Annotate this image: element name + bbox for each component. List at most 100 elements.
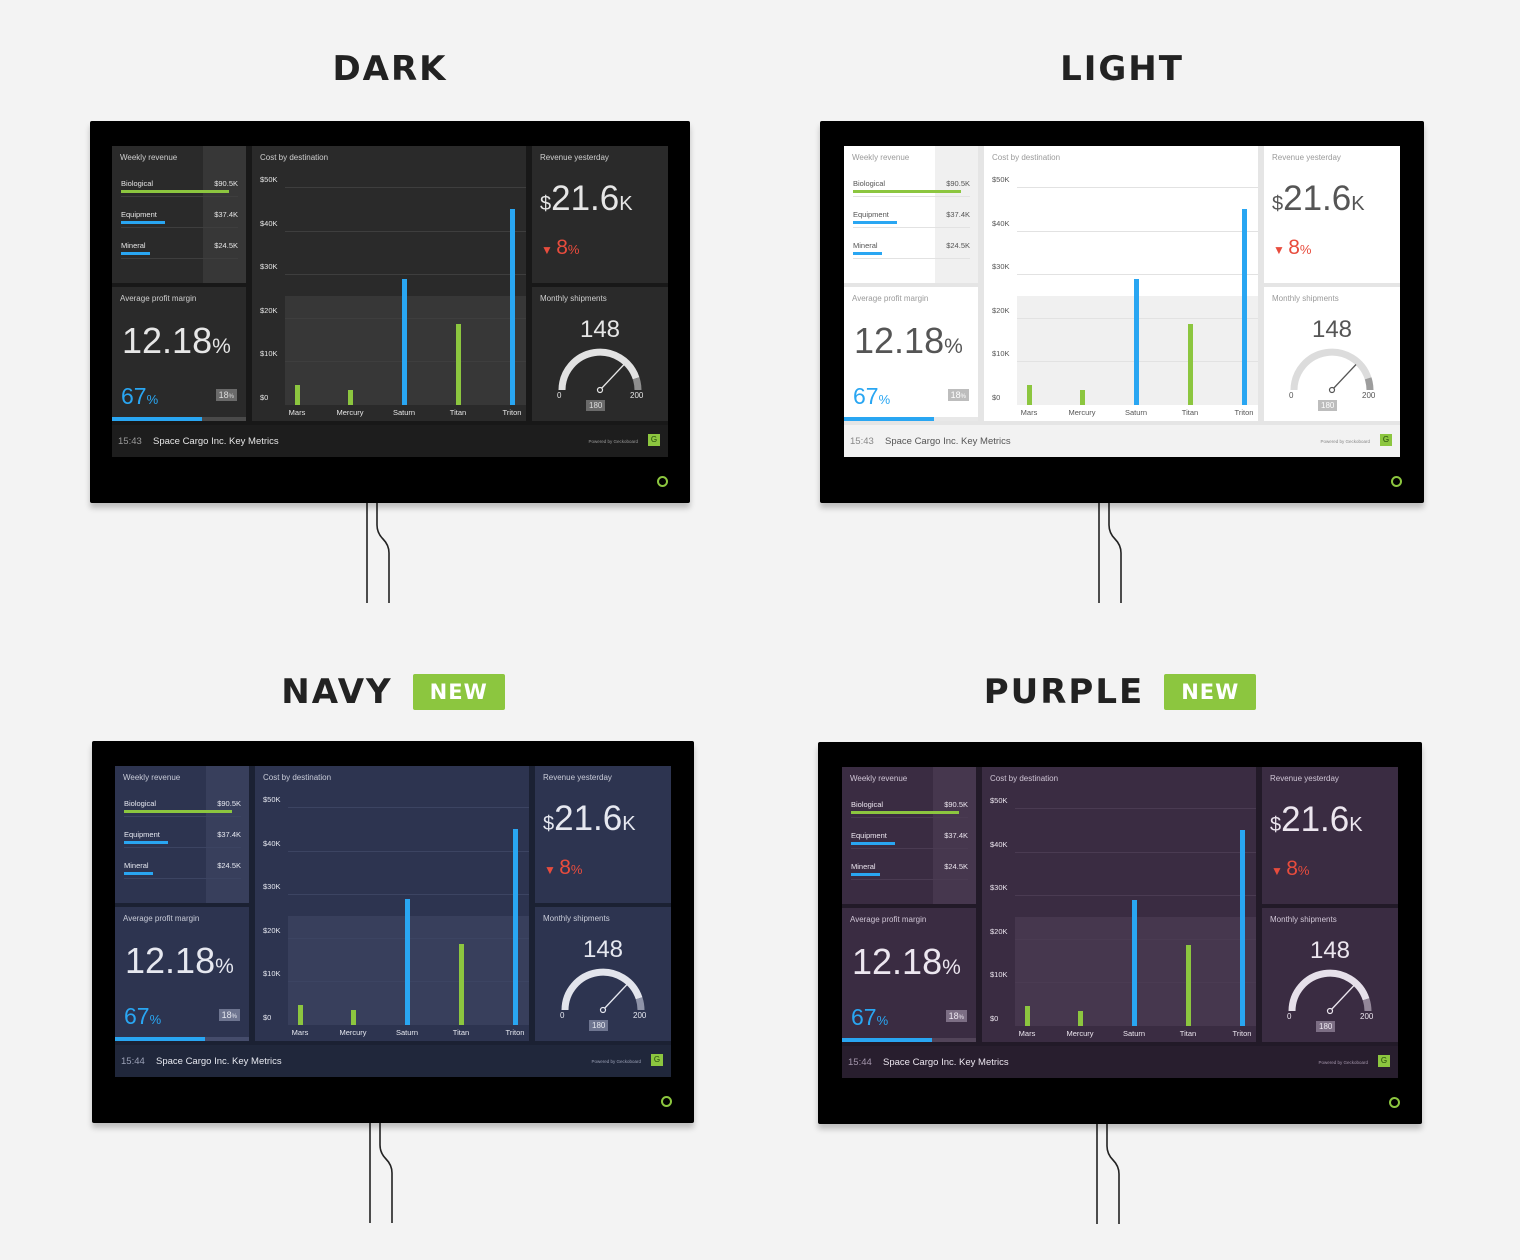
y-tick-label: $40K: [263, 838, 281, 848]
row-divider: [124, 816, 241, 817]
gridline: [1017, 274, 1258, 276]
gridline: [288, 894, 529, 896]
comparison-unit: %: [231, 1014, 237, 1020]
change-number: 8: [559, 856, 571, 879]
dashboard-footer: 15:44 Space Cargo Inc. Key Metrics Powered…: [115, 1045, 671, 1077]
y-tick-label: $20K: [260, 305, 278, 315]
gauge-min: 0: [1289, 391, 1294, 400]
revenue-value: $37.4K: [217, 830, 241, 839]
revenue-number: 21.6: [1281, 800, 1350, 839]
gridline: [288, 850, 529, 852]
revenue-row: Equipment $37.4K: [121, 208, 238, 228]
chart-bar: [455, 324, 461, 405]
footer-time: 15:44: [121, 1056, 145, 1067]
x-tick-label: Mars: [1018, 1029, 1036, 1038]
chart-bar: [401, 278, 407, 405]
progress-percent: 67%: [121, 383, 158, 410]
revenue-label: Biological: [853, 179, 886, 188]
y-tick-label: $10K: [990, 970, 1008, 980]
comparison-tag: 18%: [215, 389, 237, 401]
revenue-bar: [124, 841, 168, 844]
change-unit: %: [1299, 242, 1312, 257]
progress-number: 67: [851, 1004, 877, 1030]
gauge-needle: [602, 984, 628, 1011]
gauge-max: 200: [630, 391, 644, 400]
theme-title: DARK: [332, 49, 448, 89]
x-tick-label: Titan: [449, 408, 467, 417]
geckoboard-logo-icon: G: [1378, 1055, 1390, 1067]
gauge-hub: [1328, 386, 1336, 394]
powered-by: Powered by Geckoboard: [588, 439, 638, 444]
revenue-yesterday-widget: Revenue yesterday $21.6K ▼ 8%: [1262, 767, 1398, 904]
revenue-yesterday-widget: Revenue yesterday $21.6K ▼ 8%: [535, 766, 671, 903]
revenue-change: ▼ 8%: [1273, 236, 1311, 260]
progress-track: [842, 1038, 976, 1042]
chart-bar: [1024, 1006, 1030, 1026]
chart-bar: [1239, 829, 1245, 1026]
currency-symbol: $: [540, 193, 552, 215]
widget-title: Revenue yesterday: [543, 773, 612, 782]
shipments-value: 148: [579, 316, 621, 343]
dashboard-screen: Weekly revenue Biological $90.5K Equipment $…: [112, 146, 668, 457]
progress-track: [112, 417, 246, 421]
footer-time: 15:43: [118, 436, 142, 447]
gauge-needle: [1331, 364, 1357, 391]
y-tick-label: $50K: [992, 175, 1010, 184]
comparison-unit: %: [958, 1015, 964, 1021]
revenue-amount: $21.6K: [1270, 800, 1363, 840]
widget-title: Revenue yesterday: [1270, 774, 1339, 783]
cost-by-destination-widget: Cost by destination $0 $10K $20K $30K $40K $50…: [984, 146, 1258, 421]
gauge-target: 180: [589, 1020, 609, 1031]
revenue-number: 21.6: [551, 179, 620, 218]
tv-purple: Weekly revenue Biological $90.5K Equipment $…: [818, 742, 1422, 1124]
row-divider: [124, 878, 241, 879]
widget-title: Cost by destination: [263, 773, 332, 782]
revenue-change: ▼ 8%: [544, 856, 582, 880]
profit-margin-number: 12.18: [125, 940, 216, 981]
down-arrow-icon: ▼: [1273, 243, 1289, 257]
y-tick-label: $50K: [263, 795, 281, 804]
down-arrow-icon: ▼: [544, 863, 560, 877]
revenue-row: Equipment $37.4K: [851, 829, 968, 849]
revenue-amount: $21.6K: [540, 179, 633, 219]
progress-number: 67: [853, 383, 879, 409]
revenue-label: Mineral: [124, 861, 149, 870]
revenue-label: Mineral: [121, 241, 146, 250]
gridline: [1017, 230, 1258, 232]
widget-title: Weekly revenue: [852, 153, 910, 162]
revenue-label: Equipment: [851, 831, 887, 840]
monthly-shipments-widget: Monthly shipments 148 0 200 180: [1264, 287, 1400, 421]
y-tick-label: $50K: [260, 175, 278, 184]
y-tick-label: $30K: [260, 262, 278, 272]
y-tick-label: $0: [263, 1013, 272, 1022]
down-arrow-icon: ▼: [1271, 864, 1287, 878]
chart-bar: [512, 828, 518, 1025]
revenue-value: $37.4K: [214, 210, 238, 219]
value-column-shade: [203, 146, 246, 283]
revenue-amount: $21.6K: [543, 799, 636, 839]
row-divider: [121, 196, 238, 197]
x-tick-label: Saturn: [1122, 1029, 1146, 1038]
gridline: [288, 807, 529, 808]
tv-dark: Weekly revenue Biological $90.5K Equipment $…: [90, 121, 690, 503]
profit-margin-number: 12.18: [852, 941, 943, 982]
gauge-dial: [561, 968, 645, 1014]
new-badge: NEW: [412, 674, 505, 710]
x-tick-label: Saturn: [392, 408, 416, 417]
widget-title: Monthly shipments: [1270, 915, 1337, 924]
revenue-bar: [853, 221, 897, 224]
row-divider: [853, 227, 970, 228]
comparison-tag: 18%: [945, 1010, 967, 1022]
profit-margin-widget: Average profit margin 12.18% 67% 18%: [844, 287, 978, 421]
chart-bar: [1026, 385, 1032, 405]
revenue-value: $90.5K: [214, 179, 238, 188]
geckoboard-logo-icon: G: [1380, 434, 1392, 446]
comparison-tag: 18%: [218, 1009, 240, 1021]
currency-symbol: $: [543, 813, 555, 835]
revenue-suffix: K: [622, 813, 636, 835]
profit-margin-unit: %: [215, 955, 234, 978]
dashboard-screen: Weekly revenue Biological $90.5K Equipment $…: [115, 766, 671, 1077]
widget-title: Average profit margin: [852, 294, 929, 303]
progress-percent: 67%: [124, 1003, 161, 1030]
y-tick-label: $20K: [990, 926, 1008, 936]
